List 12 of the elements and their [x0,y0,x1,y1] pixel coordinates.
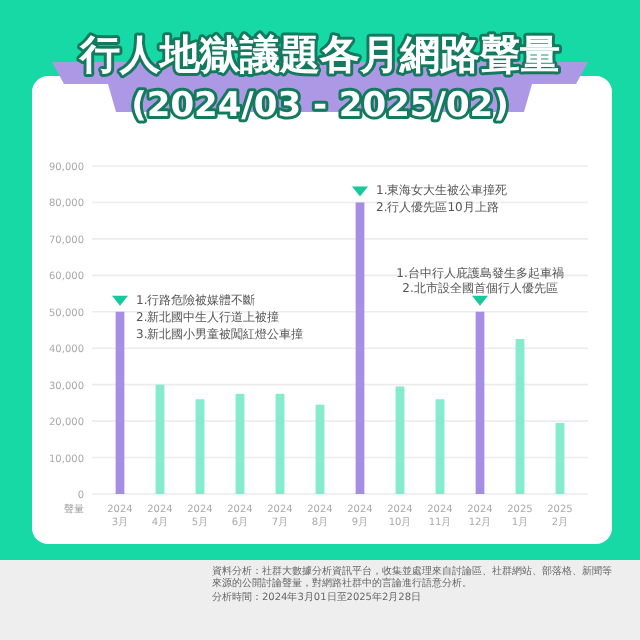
bar [355,202,365,494]
bar [395,386,405,494]
bar [235,393,245,494]
bar [435,399,445,494]
bar [515,339,525,494]
bar [115,311,125,494]
bar [275,393,285,494]
bar [555,422,565,494]
bar [155,384,165,494]
bar [475,311,485,494]
bar [315,404,325,494]
bar [195,399,205,494]
